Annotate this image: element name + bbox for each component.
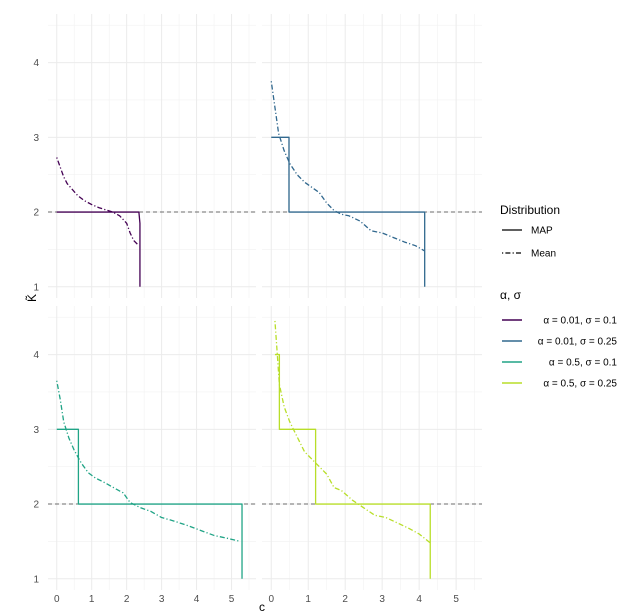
x-tick-label: 0 bbox=[54, 594, 60, 605]
panel-4: 0 1 2 3 4 5 bbox=[262, 306, 482, 605]
legend-label-params-1: α = 0.01, σ = 0.1 bbox=[543, 316, 617, 327]
legend-title-distribution: Distribution bbox=[500, 203, 560, 217]
x-tick-label: 2 bbox=[342, 594, 348, 605]
y-tick-label: 3 bbox=[33, 425, 39, 436]
y-tick-label: 2 bbox=[33, 500, 39, 511]
x-tick-label: 4 bbox=[416, 594, 422, 605]
series-line-mean bbox=[274, 320, 431, 544]
x-tick-label: 4 bbox=[194, 594, 200, 605]
x-tick-label: 5 bbox=[229, 594, 235, 605]
legend: Distribution MAP Mean α, σ α = 0.01, σ = 0.1… bbox=[500, 203, 617, 390]
series-line-map bbox=[56, 428, 243, 579]
panel-3: 1 2 3 4 0 1 2 3 4 5 bbox=[33, 306, 256, 605]
panel-1: 1 2 3 4 bbox=[33, 14, 256, 298]
panels-layer: 1 2 3 4 1 2 3 4 0 1 2 3 4 5 0 1 2 3 4 5 bbox=[33, 14, 482, 605]
series-line-mean bbox=[56, 157, 140, 247]
x-tick-label: 3 bbox=[159, 594, 165, 605]
legend-label-params-3: α = 0.5, σ = 0.1 bbox=[549, 358, 618, 369]
series-line-mean bbox=[56, 380, 241, 543]
series-line-mean bbox=[270, 81, 426, 252]
x-axis-title: c bbox=[259, 600, 265, 614]
y-tick-label: 3 bbox=[33, 133, 39, 144]
legend-label-params-2: α = 0.01, σ = 0.25 bbox=[538, 337, 618, 348]
x-tick-label: 1 bbox=[305, 594, 311, 605]
legend-label-params-4: α = 0.5, σ = 0.25 bbox=[543, 379, 617, 390]
x-tick-label: 5 bbox=[453, 594, 459, 605]
legend-title-params: α, σ bbox=[500, 288, 522, 302]
series-line-map bbox=[271, 136, 426, 287]
x-tick-label: 3 bbox=[379, 594, 385, 605]
y-tick-label: 2 bbox=[33, 208, 39, 219]
y-tick-label: 1 bbox=[33, 282, 39, 293]
x-tick-label: 0 bbox=[268, 594, 274, 605]
legend-label-mean: Mean bbox=[531, 249, 556, 260]
panel-2 bbox=[262, 14, 482, 298]
x-tick-label: 1 bbox=[89, 594, 95, 605]
x-tick-label: 2 bbox=[124, 594, 130, 605]
y-tick-label: 4 bbox=[33, 58, 39, 69]
series-line-map bbox=[56, 211, 141, 287]
y-axis-title: K̃ bbox=[24, 294, 39, 302]
legend-label-map: MAP bbox=[531, 226, 553, 237]
y-tick-label: 4 bbox=[33, 350, 39, 361]
y-tick-label: 1 bbox=[33, 574, 39, 585]
series-line-map bbox=[274, 353, 431, 579]
